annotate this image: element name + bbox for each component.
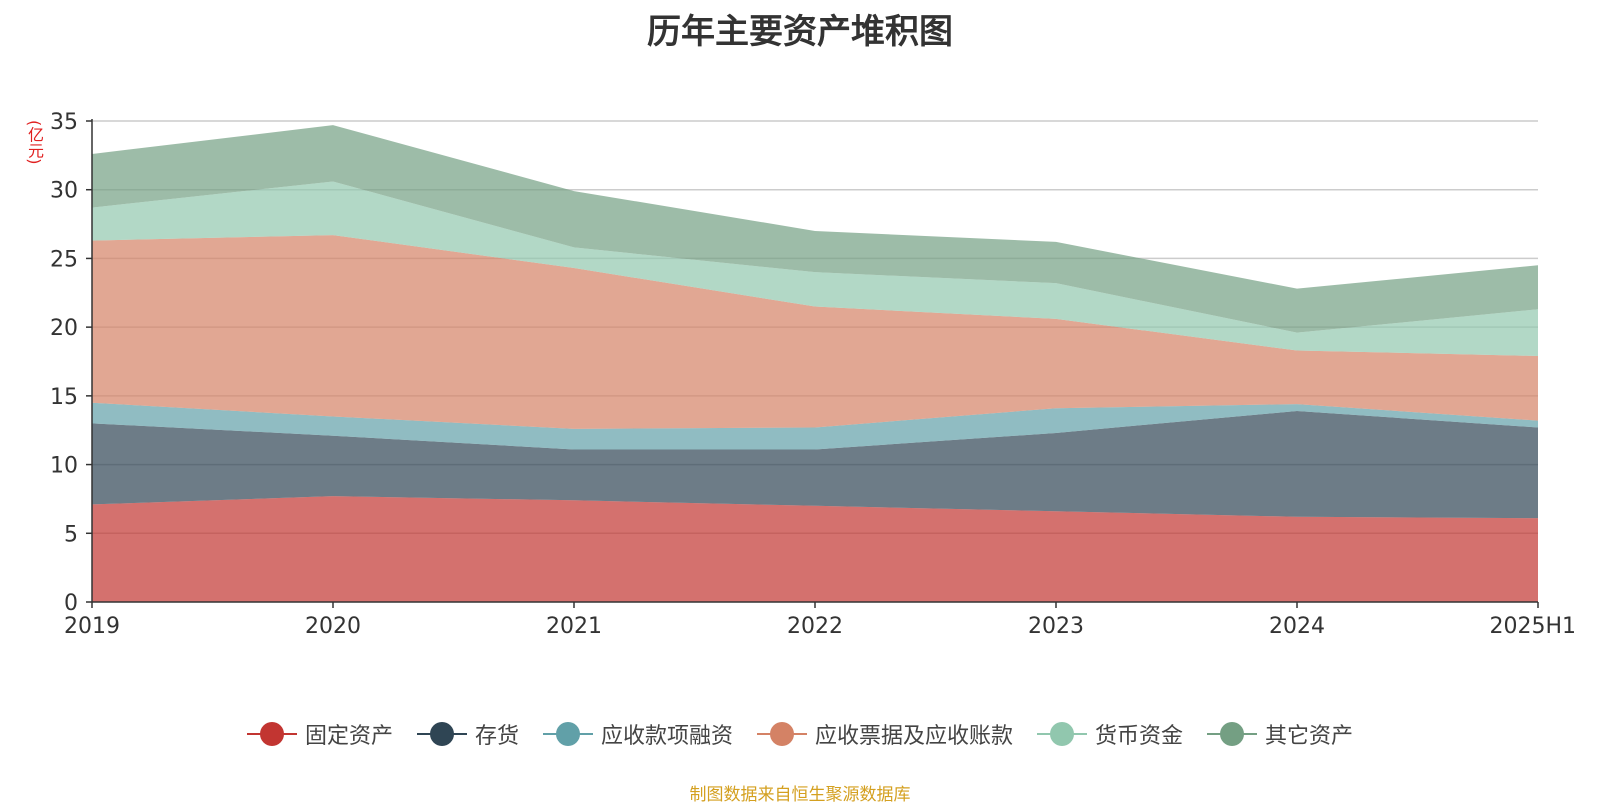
legend-marker-icon xyxy=(416,721,467,747)
legend-item-4[interactable]: 应收票据及应收账款 xyxy=(757,718,1013,750)
x-tick-label: 2021 xyxy=(546,614,602,639)
x-tick-label: 2024 xyxy=(1269,614,1325,639)
legend: 固定资产 存货 应收款项融资 应收票据及应收账款 货币资金 其它资产 xyxy=(0,718,1600,750)
legend-marker-icon xyxy=(246,721,297,747)
legend-label: 固定资产 xyxy=(304,724,393,749)
legend-marker-icon xyxy=(757,721,807,747)
legend-item-1[interactable]: 固定资产 xyxy=(246,718,393,750)
area-series-6 xyxy=(92,125,1538,333)
legend-marker-icon xyxy=(1037,721,1088,747)
area-series xyxy=(92,125,1538,602)
y-tick-label: 5 xyxy=(64,522,78,547)
y-axis-unit-label: (亿元) xyxy=(25,120,44,165)
legend-label: 存货 xyxy=(474,724,519,749)
y-tick-label: 20 xyxy=(50,316,78,341)
x-tick-label: 2023 xyxy=(1028,614,1084,639)
area-series-1 xyxy=(92,496,1538,602)
legend-label: 应收票据及应收账款 xyxy=(815,724,1014,749)
x-tick-label: 2025H1 xyxy=(1489,614,1576,639)
data-source-note: 制图数据来自恒生聚源数据库 xyxy=(689,785,911,805)
x-tick-label: 2019 xyxy=(64,614,120,639)
y-tick-label: 35 xyxy=(50,110,78,135)
x-tick-label: 2022 xyxy=(787,614,843,639)
legend-marker-icon xyxy=(542,721,593,747)
legend-marker-icon xyxy=(1207,721,1258,747)
axes: 0 5 10 15 20 25 30 35 2019 2020 2021 2022 2023 2024 20… xyxy=(50,110,1576,639)
y-tick-label: 15 xyxy=(50,385,78,410)
y-tick-label: 25 xyxy=(50,247,78,272)
legend-label: 其它资产 xyxy=(1265,724,1354,749)
y-tick-label: 10 xyxy=(50,454,78,479)
chart-title: 历年主要资产堆积图 xyxy=(647,12,953,52)
y-tick-label: 30 xyxy=(50,179,78,204)
legend-item-5[interactable]: 货币资金 xyxy=(1037,718,1183,750)
y-tick-label: 0 xyxy=(64,591,78,616)
area-series-3 xyxy=(92,402,1538,450)
legend-item-2[interactable]: 存货 xyxy=(416,718,519,750)
area-series-4 xyxy=(92,235,1538,429)
legend-label: 应收款项融资 xyxy=(600,724,733,749)
legend-item-3[interactable]: 应收款项融资 xyxy=(542,718,733,750)
area-series-5 xyxy=(92,181,1538,357)
area-series-2 xyxy=(92,410,1538,519)
legend-item-6[interactable]: 其它资产 xyxy=(1207,718,1353,750)
x-tick-label: 2020 xyxy=(305,614,361,639)
legend-label: 货币资金 xyxy=(1095,724,1184,749)
